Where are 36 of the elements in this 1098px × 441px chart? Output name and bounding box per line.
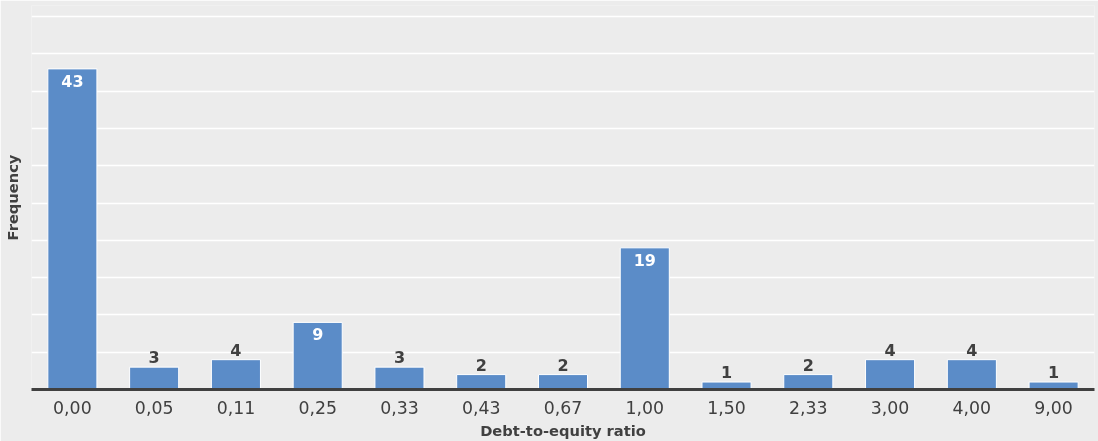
y-axis-title: Frequency — [3, 154, 21, 241]
x-tick-label: 2,33 — [789, 397, 828, 418]
x-tick-label: 0,11 — [216, 397, 256, 418]
x-tick-label: 9,00 — [1034, 397, 1073, 418]
data-label: 43 — [61, 71, 84, 91]
data-label: 4 — [230, 340, 242, 360]
x-tick-label: 0,00 — [53, 397, 92, 418]
x-tick-label: 1,00 — [625, 397, 665, 418]
data-label: 19 — [633, 250, 656, 270]
x-tick-label: 0,43 — [461, 397, 501, 418]
bar — [783, 374, 834, 390]
x-tick-label: 4,00 — [952, 397, 992, 418]
x-tick-label: 3,00 — [870, 397, 910, 418]
x-tick-label: 0,67 — [543, 397, 583, 418]
data-label: 2 — [475, 355, 487, 375]
data-label: 4 — [884, 340, 896, 360]
bar — [865, 359, 916, 390]
data-label: 2 — [802, 355, 814, 375]
data-label: 9 — [312, 325, 324, 345]
x-tick-label: 0,05 — [134, 397, 174, 418]
x-tick-label: 0,25 — [298, 397, 337, 418]
x-tick-label: 1,50 — [707, 397, 746, 418]
data-label: 1 — [1048, 363, 1060, 383]
x-axis-title: Debt-to-equity ratio — [480, 421, 646, 439]
x-tick-label: 0,33 — [380, 397, 419, 418]
data-label: 2 — [557, 355, 569, 375]
bar — [946, 359, 997, 390]
data-label: 1 — [720, 363, 733, 383]
data-label: 3 — [148, 348, 160, 368]
bar — [210, 359, 261, 390]
data-label: 4 — [966, 340, 978, 360]
data-label: 3 — [393, 348, 406, 368]
bar — [374, 366, 425, 390]
bar — [456, 374, 507, 390]
bar — [129, 366, 180, 390]
bar — [537, 374, 589, 390]
